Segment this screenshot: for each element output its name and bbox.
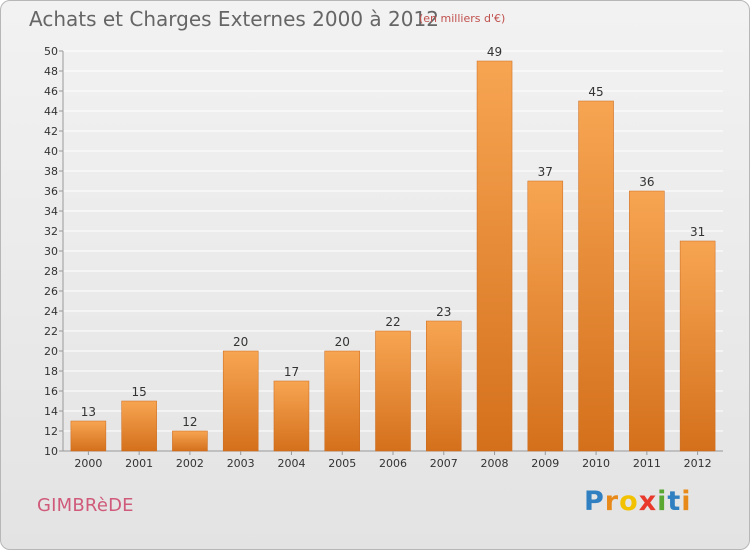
x-tick-label: 2004 (277, 457, 305, 470)
logo-letter: i (681, 486, 692, 517)
y-tick-label: 12 (44, 425, 58, 438)
bar-value-label: 31 (690, 225, 705, 239)
x-tick-label: 2006 (379, 457, 407, 470)
bar (222, 350, 259, 452)
y-tick-label: 32 (44, 225, 58, 238)
y-tick-label: 22 (44, 325, 58, 338)
y-tick-label: 50 (44, 45, 58, 58)
x-tick-label: 2012 (684, 457, 712, 470)
x-tick-label: 2000 (74, 457, 102, 470)
bar-value-label: 13 (81, 405, 96, 419)
y-tick-label: 18 (44, 365, 58, 378)
bar (679, 240, 716, 452)
x-tick-label: 2007 (430, 457, 458, 470)
logo-letter: i (657, 486, 668, 517)
bar (527, 180, 564, 452)
bar-value-label: 15 (132, 385, 147, 399)
proxiti-logo[interactable]: Proxiti (584, 486, 692, 517)
bar (629, 190, 665, 452)
y-tick-label: 14 (44, 405, 58, 418)
x-tick-label: 2008 (481, 457, 509, 470)
y-tick-label: 38 (44, 165, 58, 178)
bar-value-label: 22 (385, 315, 400, 329)
y-tick-label: 48 (44, 65, 58, 78)
bar-value-label: 36 (639, 175, 654, 189)
y-tick-label: 44 (44, 105, 58, 118)
bar (70, 420, 107, 452)
y-tick-label: 20 (44, 345, 58, 358)
logo-letter: r (604, 486, 620, 517)
y-tick-label: 28 (44, 265, 58, 278)
x-tick-label: 2001 (125, 457, 153, 470)
chart-subtitle: (en milliers d'€) (419, 12, 506, 25)
x-tick-label: 2003 (227, 457, 255, 470)
x-tick-label: 2005 (328, 457, 356, 470)
y-tick-label: 34 (44, 205, 58, 218)
commune-name: GIMBRèDE (37, 495, 134, 516)
bar-value-label: 17 (284, 365, 299, 379)
x-tick-label: 2009 (531, 457, 559, 470)
y-tick-label: 40 (44, 145, 58, 158)
bar-value-label: 20 (335, 335, 350, 349)
bar-value-label: 37 (538, 165, 553, 179)
bar (273, 380, 310, 452)
bar (172, 430, 208, 452)
x-tick-label: 2010 (582, 457, 610, 470)
y-tick-label: 30 (44, 245, 58, 258)
y-tick-label: 10 (44, 445, 58, 458)
bar (375, 330, 411, 452)
x-tick-label: 2002 (176, 457, 204, 470)
chart-title: Achats et Charges Externes 2000 à 2012 (29, 7, 439, 31)
bar-value-label: 45 (588, 85, 603, 99)
x-tick-label: 2011 (633, 457, 661, 470)
bar-value-label: 49 (487, 45, 502, 59)
y-tick-label: 26 (44, 285, 58, 298)
bar (324, 350, 360, 452)
y-tick-label: 46 (44, 85, 58, 98)
bar (578, 100, 614, 452)
bar (121, 400, 157, 452)
bar (476, 60, 513, 452)
bar (426, 320, 462, 452)
y-tick-label: 42 (44, 125, 58, 138)
bar-value-label: 20 (233, 335, 248, 349)
logo-letter: x (638, 486, 658, 517)
logo-letter: P (584, 486, 605, 517)
bar-value-label: 23 (436, 305, 451, 319)
bar-value-label: 12 (182, 415, 197, 429)
logo-letter: t (667, 486, 682, 517)
y-tick-label: 36 (44, 185, 58, 198)
logo-letter: o (619, 486, 639, 517)
y-tick-label: 16 (44, 385, 58, 398)
y-tick-label: 24 (44, 305, 58, 318)
